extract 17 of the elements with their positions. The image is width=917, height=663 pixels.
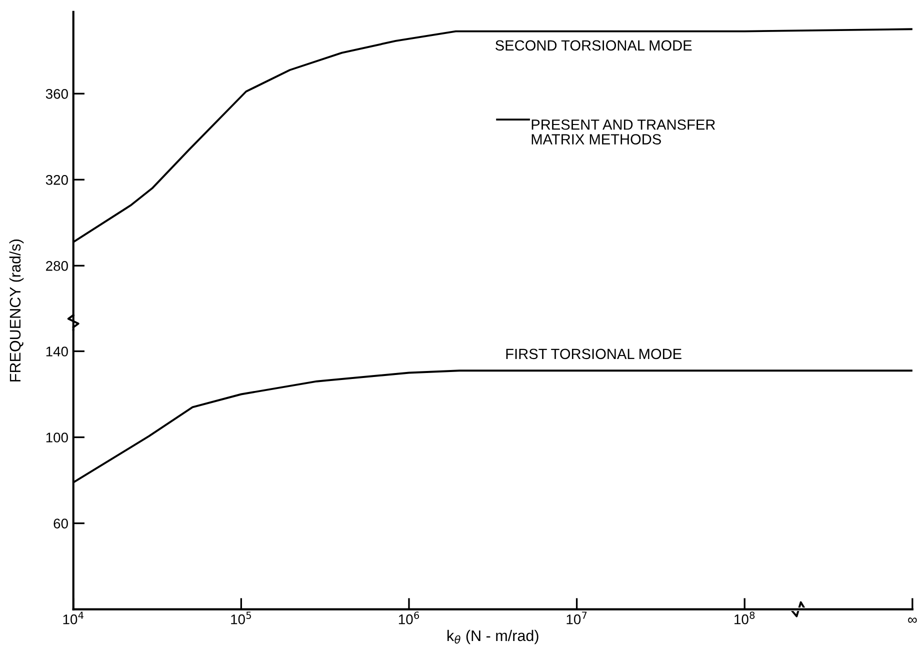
x-axis-title: k$_{θ}$ (N - m/rad) xyxy=(447,630,538,644)
annotation: PRESENT AND TRANSFER MATRIX METHODS xyxy=(532,119,716,144)
x-tick-label: 10$^{4}$ xyxy=(63,612,84,624)
y-tick-label: 320 xyxy=(46,175,68,185)
y-tick-label: 60 xyxy=(54,518,68,528)
series-label: SECOND TORSIONAL MODE xyxy=(496,40,692,51)
y-tick-label: 280 xyxy=(46,261,68,271)
y-tick-label: 360 xyxy=(46,88,68,99)
y-tick-label: 100 xyxy=(46,432,68,442)
x-tick-label: 10$^{5}$ xyxy=(231,612,251,624)
series-label: FIRST TORSIONAL MODE xyxy=(506,348,682,360)
y-axis-title: FREQUENCY (rad/s) xyxy=(9,240,24,382)
x-tick-label: 10$^{6}$ xyxy=(398,612,420,624)
x-tick-label: ∞ xyxy=(908,618,917,623)
x-tick-label: 10$^{7}$ xyxy=(566,612,587,624)
x-tick-label: 10$^{8}$ xyxy=(734,612,755,624)
y-tick-label: 140 xyxy=(46,346,68,356)
